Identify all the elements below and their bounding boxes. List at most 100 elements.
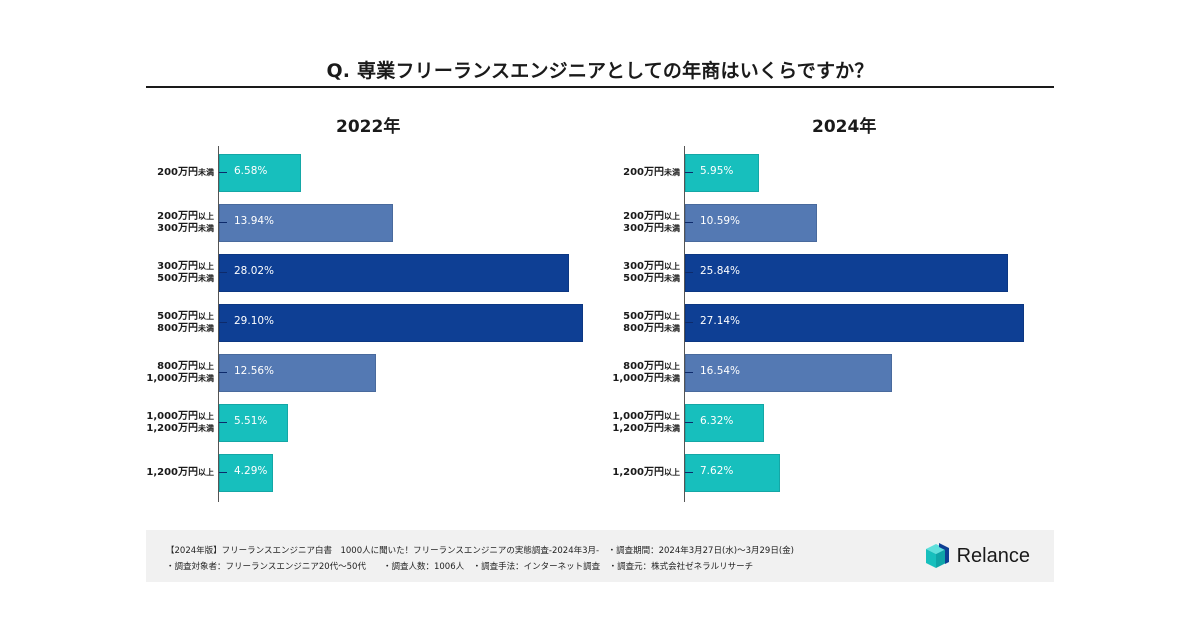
bar-row: 1,000万円以上 1,200万円未満 5.51% <box>146 398 606 448</box>
bar-value-label: 13.94% <box>234 215 275 227</box>
bar-row: 800万円以上 1,000万円未満 12.56% <box>146 348 606 398</box>
bar-row: 200万円以上 300万円未満 10.59% <box>612 198 1072 248</box>
bar-value-label: 27.14% <box>700 315 741 327</box>
category-label: 800万円以上 1,000万円未満 <box>612 348 680 398</box>
category-label-line: 800万円未満 <box>157 323 214 334</box>
bar-value-label: 6.32% <box>700 415 734 427</box>
bar-row: 1,000万円以上 1,200万円未満 6.32% <box>612 398 1072 448</box>
category-label-line: 200万円未満 <box>623 167 680 178</box>
category-label: 1,200万円以上 <box>146 448 214 498</box>
survey-info-line-2: ・調査対象者：フリーランスエンジニア20代～50代 ・調査人数：1006人 ・調… <box>166 562 754 572</box>
category-label: 1,000万円以上 1,200万円未満 <box>612 398 680 448</box>
bar-row: 200万円未満 6.58% <box>146 148 606 198</box>
category-label: 200万円未満 <box>623 148 680 198</box>
bar-value-label: 28.02% <box>234 265 275 277</box>
category-label: 1,000万円以上 1,200万円未満 <box>146 398 214 448</box>
bar <box>685 454 781 492</box>
bar <box>219 304 583 342</box>
bar <box>219 204 394 242</box>
bar-row: 200万円未満 5.95% <box>612 148 1072 198</box>
category-label: 500万円以上 800万円未満 <box>623 298 680 348</box>
bar-row: 300万円以上 500万円未満 28.02% <box>146 248 606 298</box>
bar-row: 800万円以上 1,000万円未満 16.54% <box>612 348 1072 398</box>
bar <box>685 204 818 242</box>
category-label-line: 800万円以上 <box>157 361 214 372</box>
category-label-line: 1,200万円未満 <box>612 423 680 434</box>
category-label: 300万円以上 500万円未満 <box>623 248 680 298</box>
axis-tick <box>685 372 693 373</box>
title-divider <box>146 86 1054 88</box>
axis-tick <box>219 272 227 273</box>
category-label: 1,200万円以上 <box>612 448 680 498</box>
bar-value-label: 12.56% <box>234 365 275 377</box>
bar-value-label: 6.58% <box>234 165 268 177</box>
category-label: 200万円以上 300万円未満 <box>157 198 214 248</box>
category-label: 800万円以上 1,000万円未満 <box>146 348 214 398</box>
category-label-line: 1,000万円未満 <box>146 373 214 384</box>
relance-logo: Relance <box>923 541 1030 571</box>
category-label-line: 500万円以上 <box>157 311 214 322</box>
chart-2024-title: 2024年 <box>812 117 877 137</box>
bar-value-label: 16.54% <box>700 365 741 377</box>
axis-tick <box>685 172 693 173</box>
bar <box>685 154 760 192</box>
y-axis-line <box>218 146 219 502</box>
survey-footer: 【2024年版】フリーランスエンジニア白書 1000人に聞いた！フリーランスエン… <box>146 530 1054 582</box>
axis-tick <box>219 372 227 373</box>
category-label-line: 300万円未満 <box>157 223 214 234</box>
bar-row: 500万円以上 800万円未満 27.14% <box>612 298 1072 348</box>
category-label: 200万円以上 300万円未満 <box>623 198 680 248</box>
bar-row: 300万円以上 500万円未満 25.84% <box>612 248 1072 298</box>
chart-2022: 2022年 200万円未満 6.58% 200万円以上 300万円未満 13.94% 30… <box>146 100 606 520</box>
axis-tick <box>685 222 693 223</box>
bar <box>219 254 570 292</box>
category-label-line: 1,200万円以上 <box>612 467 680 478</box>
axis-tick <box>219 222 227 223</box>
chart-title: Q. 専業フリーランスエンジニアとしての年商はいくらですか？ <box>326 60 874 82</box>
category-label-line: 1,000万円以上 <box>612 411 680 422</box>
axis-tick <box>219 422 227 423</box>
bar <box>685 254 1008 292</box>
bar-row: 1,200万円以上 7.62% <box>612 448 1072 498</box>
axis-tick <box>685 272 693 273</box>
bar-value-label: 25.84% <box>700 265 741 277</box>
bar <box>219 154 302 192</box>
bar <box>685 304 1025 342</box>
category-label-line: 1,000万円以上 <box>146 411 214 422</box>
bar <box>219 404 288 442</box>
bar <box>219 454 273 492</box>
category-label-line: 300万円以上 <box>157 261 214 272</box>
bar <box>685 354 892 392</box>
bar-value-label: 5.51% <box>234 415 268 427</box>
chart-2022-title: 2022年 <box>336 117 401 137</box>
bar <box>219 354 376 392</box>
category-label-line: 500万円未満 <box>623 273 680 284</box>
category-label-line: 1,200万円以上 <box>146 467 214 478</box>
category-label-line: 500万円未満 <box>157 273 214 284</box>
category-label: 200万円未満 <box>157 148 214 198</box>
axis-tick <box>685 422 693 423</box>
bar <box>685 404 764 442</box>
category-label-line: 1,000万円未満 <box>612 373 680 384</box>
axis-tick <box>685 322 693 323</box>
chart-2024: 2024年 200万円未満 5.95% 200万円以上 300万円未満 10.59% 30… <box>612 100 1072 520</box>
bar-row: 500万円以上 800万円未満 29.10% <box>146 298 606 348</box>
relance-cube-icon <box>925 543 949 568</box>
y-axis-line <box>684 146 685 502</box>
survey-info-line-1: 【2024年版】フリーランスエンジニア白書 1000人に聞いた！フリーランスエン… <box>166 546 794 556</box>
category-label-line: 200万円以上 <box>157 211 214 222</box>
category-label-line: 300万円以上 <box>623 261 680 272</box>
axis-tick <box>685 472 693 473</box>
category-label-line: 800万円未満 <box>623 323 680 334</box>
relance-logo-text: Relance <box>956 544 1030 567</box>
bar-value-label: 5.95% <box>700 165 734 177</box>
category-label-line: 800万円以上 <box>623 361 680 372</box>
category-label: 500万円以上 800万円未満 <box>157 298 214 348</box>
axis-tick <box>219 172 227 173</box>
bar-value-label: 10.59% <box>700 215 741 227</box>
bar-value-label: 29.10% <box>234 315 275 327</box>
axis-tick <box>219 322 227 323</box>
category-label-line: 300万円未満 <box>623 223 680 234</box>
category-label: 300万円以上 500万円未満 <box>157 248 214 298</box>
category-label-line: 200万円以上 <box>623 211 680 222</box>
